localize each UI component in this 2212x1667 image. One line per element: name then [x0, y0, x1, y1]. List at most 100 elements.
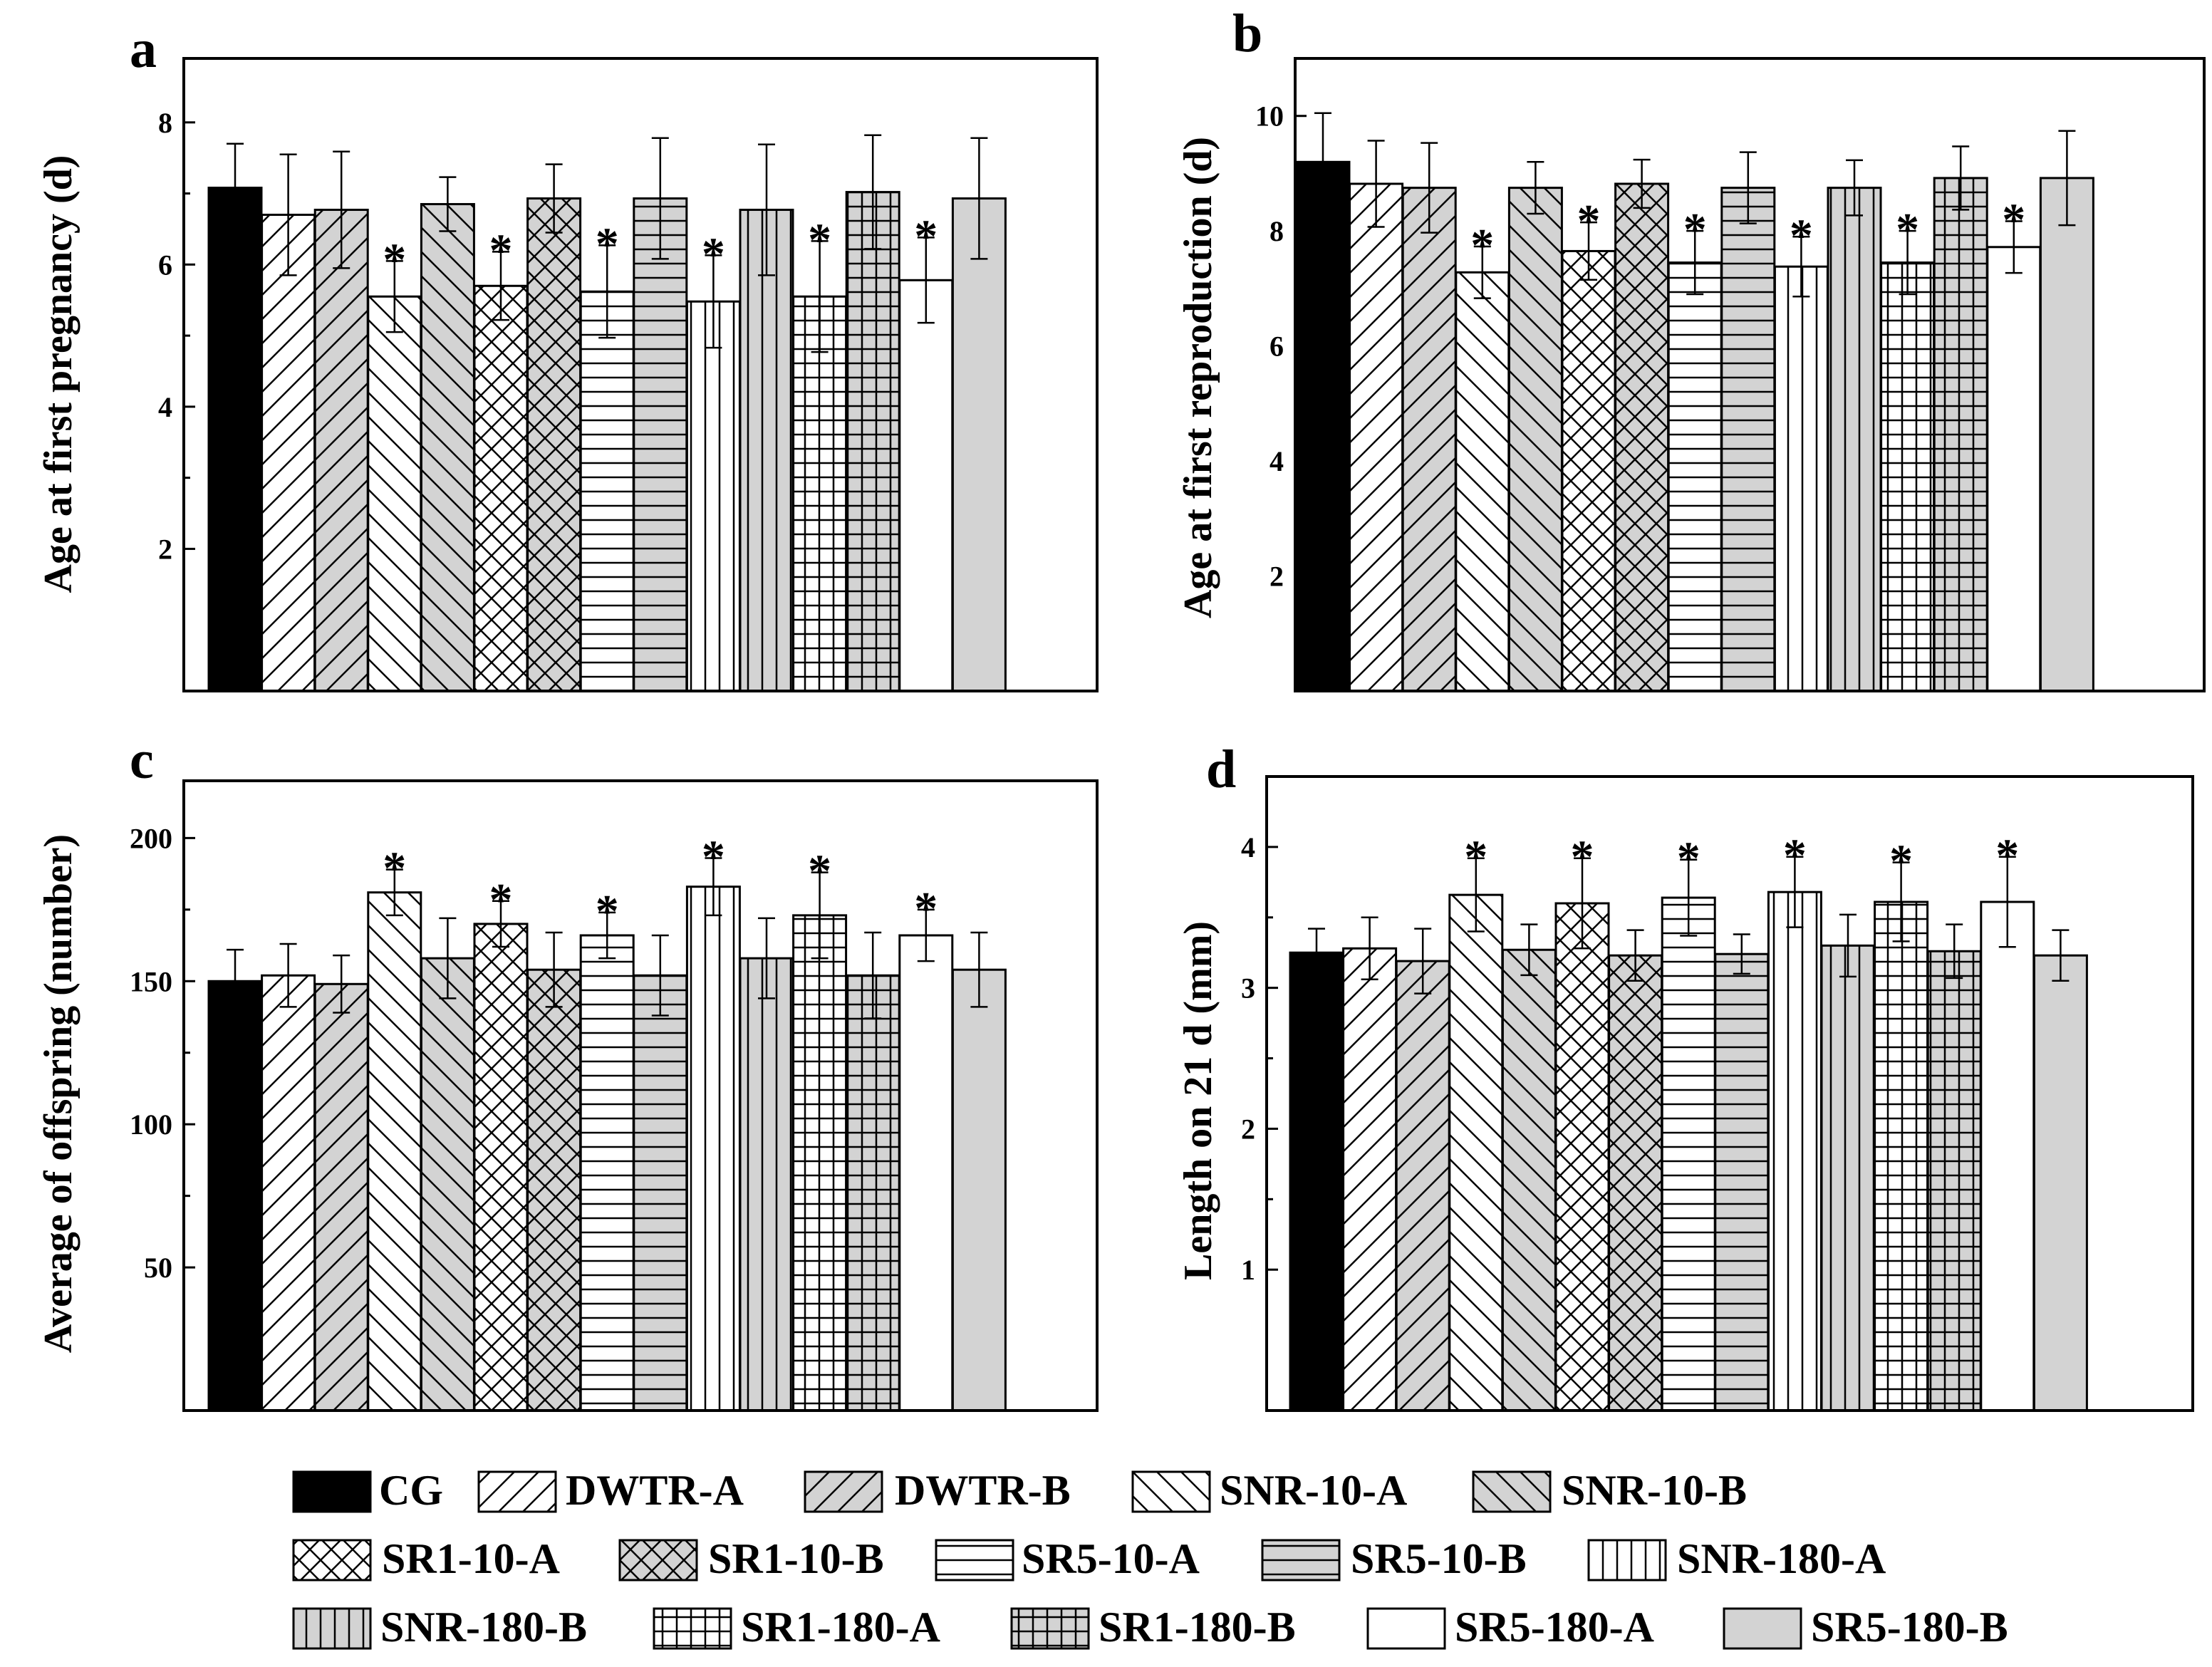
legend-label: SR1-10-B [708, 1535, 884, 1582]
bar [1395, 960, 1450, 1412]
bar [367, 891, 422, 1412]
bar [313, 209, 369, 692]
bar [1295, 160, 1351, 692]
significance-marker: * [1790, 209, 1813, 261]
y-tick-label: 4 [158, 391, 172, 423]
legend-swatch [1261, 1539, 1341, 1582]
y-tick-label: 2 [1269, 561, 1284, 593]
y-ticks-c: 50 100 150 200 [130, 822, 195, 1284]
legend-entry: DWTR-B [804, 1467, 1071, 1514]
bar [951, 197, 1007, 692]
bar [1773, 265, 1829, 692]
y-tick-label: 2 [1241, 1113, 1255, 1145]
bar [633, 197, 688, 692]
legend-label: SNR-180-B [380, 1604, 587, 1651]
significance-marker: * [596, 218, 619, 270]
y-tick-label: 6 [158, 249, 172, 281]
significance-marker: * [808, 846, 831, 898]
bar [1880, 261, 1936, 692]
legend-swatch [1010, 1607, 1090, 1650]
significance-marker: * [489, 224, 513, 276]
plot-frame-d [1265, 775, 2194, 1412]
legend-entry: SR5-180-B [1723, 1604, 2008, 1651]
bar [1507, 187, 1563, 692]
bar [1342, 947, 1398, 1412]
y-tick-label: 2 [158, 533, 172, 565]
bar [951, 968, 1007, 1412]
legend-swatch [935, 1539, 1014, 1582]
bar [633, 974, 688, 1412]
bar [1714, 952, 1770, 1412]
significance-marker: * [702, 228, 725, 280]
legend-entry: SR1-180-A [653, 1604, 940, 1651]
bar [526, 968, 582, 1412]
legend-label: SR5-180-A [1455, 1604, 1654, 1651]
bar [1401, 187, 1457, 692]
marks-c: * * * * * * [227, 831, 988, 1019]
legend-label: SNR-10-A [1220, 1467, 1407, 1514]
bar [1720, 187, 1776, 692]
significance-marker: * [1783, 830, 1807, 882]
bar [261, 974, 316, 1412]
bar [2039, 177, 2094, 692]
bar [1827, 187, 1882, 692]
panel-c: c Average of offspring (number) 50 100 150… [36, 730, 1099, 1412]
legend-swatch [1723, 1607, 1802, 1650]
y-axis-label-d: Length on 21 d (mm) [1176, 921, 1220, 1280]
bar [739, 957, 794, 1412]
y-tick-label: 4 [1241, 831, 1255, 863]
legend-swatch [292, 1539, 372, 1582]
legend-swatch [1587, 1539, 1667, 1582]
marks-d: * * * * * * [1308, 830, 2070, 995]
bar [1448, 893, 1504, 1412]
significance-marker: * [914, 883, 938, 935]
significance-marker: * [1577, 195, 1601, 247]
legend-swatch [653, 1607, 732, 1650]
significance-marker: * [2002, 194, 2025, 246]
marks-a: * * * * * * [227, 134, 988, 353]
bar [1986, 246, 2042, 692]
significance-marker: * [914, 210, 938, 262]
marks-b: * * * * * * [1314, 112, 2076, 299]
legend-entry: SR5-10-B [1261, 1535, 1527, 1582]
bar [473, 923, 529, 1412]
significance-marker: * [1677, 833, 1700, 885]
significance-marker: * [383, 234, 406, 286]
plot-frame-b [1294, 57, 2206, 692]
y-tick-label: 8 [158, 107, 172, 139]
legend-swatch [1472, 1470, 1552, 1513]
legend-entry: SR5-180-A [1366, 1604, 1654, 1651]
legend-label: SNR-180-A [1677, 1535, 1886, 1582]
bar [792, 914, 848, 1412]
bar [1455, 271, 1510, 692]
significance-marker: * [1896, 204, 1919, 256]
y-tick-label: 4 [1269, 445, 1284, 477]
legend-swatch [1366, 1607, 1446, 1650]
legend-entry: SR1-10-A [292, 1535, 560, 1582]
bar [1667, 261, 1723, 692]
bar [261, 214, 316, 692]
bar [685, 300, 741, 692]
panel-letter-a: a [130, 19, 157, 79]
bar [1874, 900, 1929, 1412]
legend-entry: SR1-10-B [618, 1535, 884, 1582]
panel-letter-d: d [1206, 739, 1236, 799]
y-axis-label-b: Age at first reproduction (d) [1176, 137, 1220, 618]
bar [1349, 182, 1404, 692]
plot-frame-a [182, 57, 1099, 692]
bar [1289, 951, 1344, 1412]
significance-marker: * [702, 831, 725, 883]
y-tick-label: 3 [1241, 972, 1255, 1004]
y-tick-label: 8 [1269, 215, 1284, 247]
significance-marker: * [1889, 836, 1913, 888]
bar [1561, 249, 1616, 692]
bar [579, 934, 635, 1412]
bar [845, 974, 900, 1412]
bar [1926, 950, 1982, 1412]
significance-marker: * [596, 886, 619, 938]
bar [579, 290, 635, 692]
bar [1820, 944, 1876, 1412]
legend-swatch [292, 1607, 372, 1650]
bar [685, 886, 741, 1412]
significance-marker: * [1571, 831, 1594, 883]
